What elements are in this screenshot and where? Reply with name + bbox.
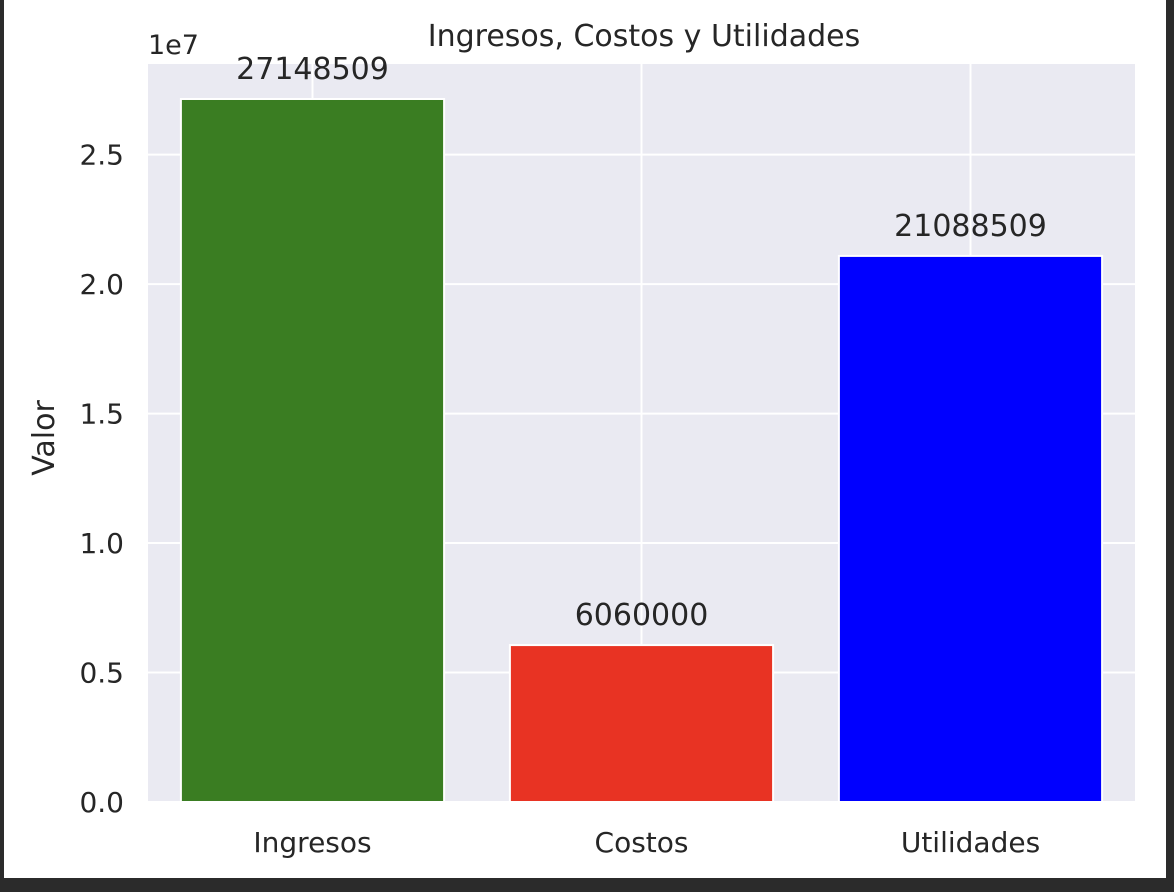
value-labels: 27148509 6060000 21088509 bbox=[236, 52, 1047, 633]
chart-title: Ingresos, Costos y Utilidades bbox=[428, 19, 861, 54]
bar-utilidades bbox=[837, 254, 1104, 804]
y-tick-label: 2.5 bbox=[79, 139, 124, 172]
bar-costos bbox=[508, 644, 775, 803]
y-tick-label: 1.0 bbox=[79, 527, 124, 560]
bars bbox=[179, 97, 1104, 804]
y-axis-ticks: 0.0 0.5 1.0 1.5 2.0 2.5 bbox=[79, 139, 124, 819]
x-tick-label: Costos bbox=[595, 826, 689, 859]
y-axis-offset-label: 1e7 bbox=[148, 30, 199, 61]
x-tick-label: Ingresos bbox=[253, 826, 371, 859]
bar-chart: 27148509 6060000 21088509 0.0 0.5 1.0 1.5 2.0 2… bbox=[27, 19, 1135, 859]
x-axis-ticks: Ingresos Costos Utilidades bbox=[253, 826, 1040, 859]
figure-canvas: 27148509 6060000 21088509 0.0 0.5 1.0 1.5 2.0 2… bbox=[4, 0, 1166, 878]
y-tick-label: 0.0 bbox=[79, 786, 124, 819]
value-label-costos: 6060000 bbox=[575, 598, 709, 633]
value-label-ingresos: 27148509 bbox=[236, 52, 389, 87]
x-tick-label: Utilidades bbox=[901, 826, 1040, 859]
value-label-utilidades: 21088509 bbox=[894, 209, 1047, 244]
y-tick-label: 1.5 bbox=[79, 398, 124, 431]
bar-ingresos bbox=[179, 97, 446, 803]
y-axis-label: Valor bbox=[27, 400, 62, 476]
y-tick-label: 0.5 bbox=[79, 657, 124, 690]
y-tick-label: 2.0 bbox=[79, 268, 124, 301]
